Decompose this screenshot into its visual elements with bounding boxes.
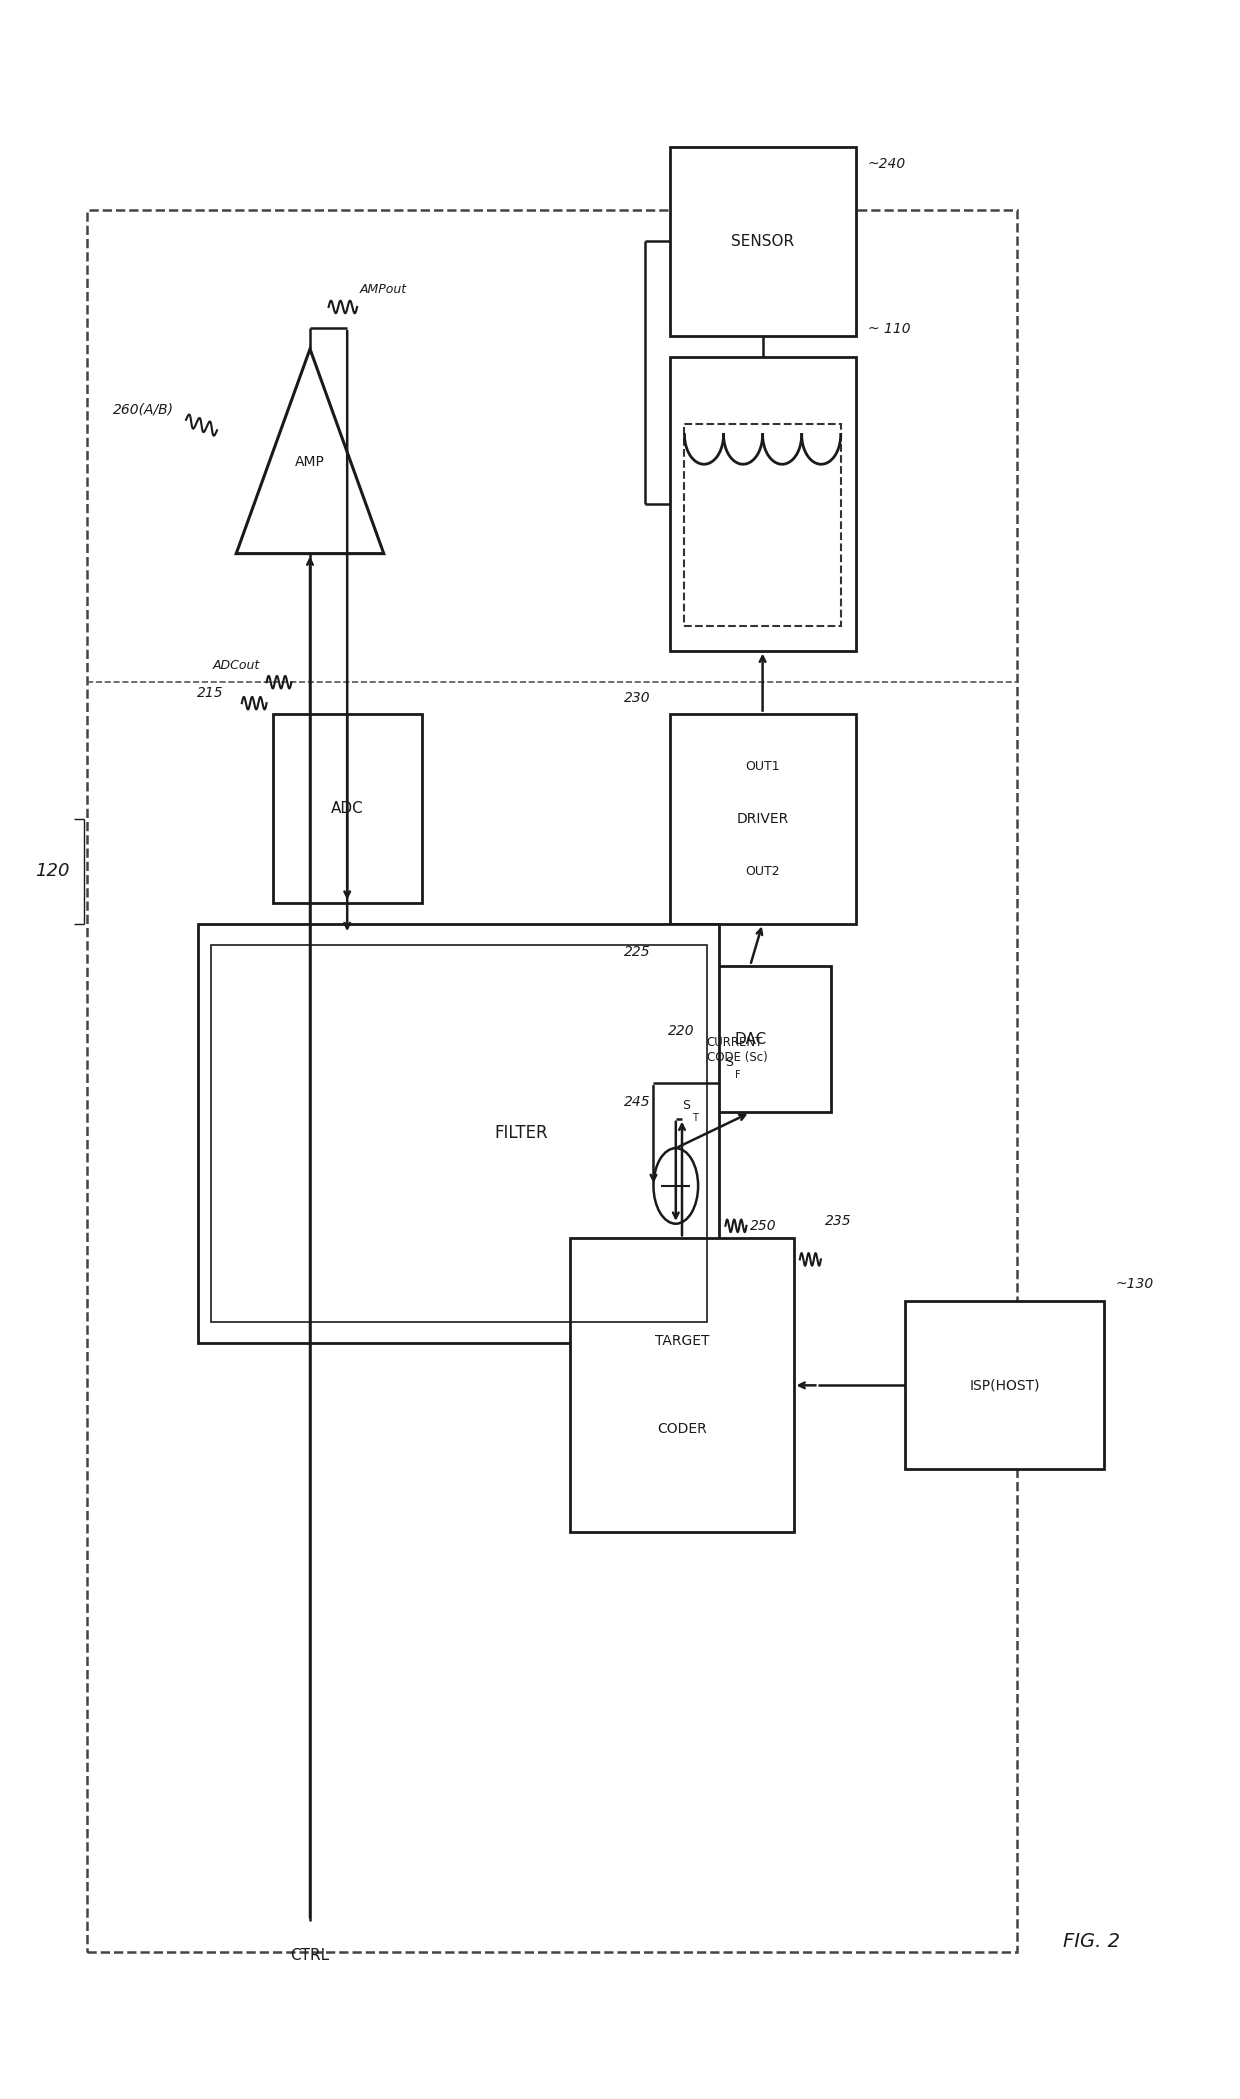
Text: ADC: ADC — [331, 800, 363, 817]
Text: OUT1: OUT1 — [745, 760, 780, 772]
Circle shape — [653, 1148, 698, 1224]
Text: CODER: CODER — [657, 1423, 707, 1436]
Text: 260(A/B): 260(A/B) — [113, 403, 174, 416]
Text: S: S — [725, 1056, 733, 1068]
Bar — [670, 357, 856, 651]
Text: AMPout: AMPout — [360, 283, 407, 296]
Text: 220: 220 — [668, 1024, 694, 1037]
Bar — [670, 147, 856, 336]
Text: 120: 120 — [35, 863, 69, 879]
Text: ~ 110: ~ 110 — [868, 321, 910, 336]
Bar — [211, 945, 707, 1322]
Text: T: T — [692, 1112, 698, 1123]
Text: DRIVER: DRIVER — [737, 812, 789, 825]
Text: CURRENT
CODE (Sc): CURRENT CODE (Sc) — [707, 1037, 768, 1064]
Text: 215: 215 — [197, 686, 223, 699]
Text: CTRL: CTRL — [290, 1948, 330, 1963]
Text: 250: 250 — [750, 1220, 776, 1232]
Text: AMP: AMP — [295, 455, 325, 468]
Bar — [670, 966, 831, 1112]
Text: SENSOR: SENSOR — [732, 233, 794, 250]
Bar — [670, 714, 856, 924]
Bar — [273, 714, 422, 903]
Text: ISP(HOST): ISP(HOST) — [970, 1379, 1039, 1392]
Text: OUT2: OUT2 — [745, 865, 780, 877]
Text: 225: 225 — [625, 945, 651, 959]
Text: FILTER: FILTER — [495, 1125, 548, 1142]
Text: 230: 230 — [625, 691, 651, 705]
Text: F: F — [735, 1070, 742, 1081]
Text: 235: 235 — [825, 1213, 851, 1228]
Text: ~240: ~240 — [868, 157, 906, 172]
Text: DAC: DAC — [734, 1031, 766, 1047]
Text: ~130: ~130 — [1116, 1276, 1154, 1291]
Bar — [87, 210, 1017, 1952]
Bar — [198, 924, 719, 1343]
Text: 245: 245 — [625, 1096, 651, 1108]
Text: TARGET: TARGET — [655, 1335, 709, 1348]
Text: S: S — [682, 1100, 689, 1112]
Text: FIG. 2: FIG. 2 — [1063, 1931, 1120, 1952]
Text: ADCout: ADCout — [213, 659, 260, 672]
Bar — [684, 424, 841, 626]
Bar — [570, 1238, 794, 1532]
Bar — [905, 1301, 1104, 1469]
